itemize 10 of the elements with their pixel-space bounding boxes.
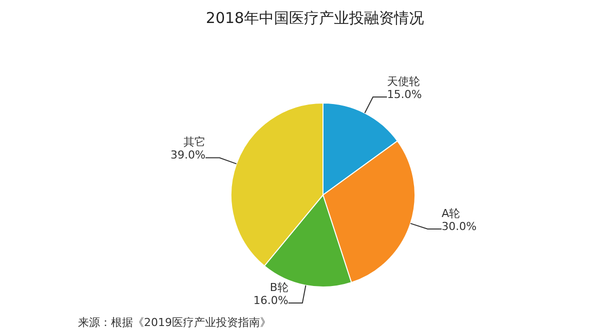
- data-label: 15.0%: [386, 88, 422, 101]
- slice-label: 天使轮: [386, 74, 420, 88]
- slice-label: A轮: [442, 206, 460, 220]
- source-note: 来源：根据《2019医疗产业投资指南》: [78, 315, 271, 330]
- data-label: 39.0%: [170, 148, 206, 162]
- slice-label: 其它: [184, 136, 206, 149]
- chart-title: 2018年中国医疗产业投融资情况: [204, 8, 426, 29]
- data-label: 30.0%: [442, 220, 477, 233]
- slice-label: B轮: [270, 281, 288, 294]
- data-label: 16.0%: [253, 294, 288, 308]
